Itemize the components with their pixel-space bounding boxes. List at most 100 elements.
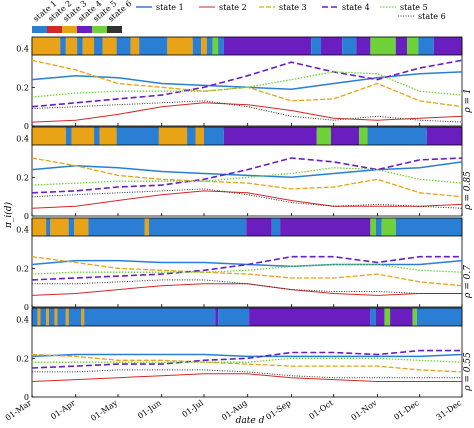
series-line bbox=[31, 353, 463, 373]
state-bar-segment bbox=[57, 308, 66, 326]
state-bar-segment bbox=[37, 308, 41, 326]
state-bar-segment bbox=[223, 37, 312, 55]
y-tick-label: 0 bbox=[24, 212, 29, 221]
series-line bbox=[31, 157, 463, 198]
state-bar-segment bbox=[192, 37, 202, 55]
series-line bbox=[31, 102, 463, 123]
state-bar-segment bbox=[149, 218, 247, 236]
state-bar-segment bbox=[206, 37, 213, 55]
state-bar-segment bbox=[144, 218, 150, 236]
series-line bbox=[31, 373, 462, 382]
legend-label: state 2 bbox=[219, 3, 247, 12]
state-bar-frame bbox=[31, 126, 463, 146]
series-line bbox=[31, 157, 463, 194]
panel-rho-label: ρ = 0.55 bbox=[463, 352, 473, 392]
state-bar-segment bbox=[54, 308, 58, 326]
state-bar-segment bbox=[395, 218, 462, 236]
y-tick-label: 0.2 bbox=[16, 264, 29, 273]
state-bar-segment bbox=[223, 127, 317, 145]
series-line bbox=[31, 188, 463, 209]
state-bar-segment bbox=[381, 218, 396, 236]
state-bar-segment bbox=[416, 308, 462, 326]
state-key-swatch bbox=[47, 26, 62, 33]
series-line bbox=[32, 369, 462, 379]
state-bar-segment bbox=[102, 37, 117, 55]
series-line bbox=[31, 353, 463, 358]
series-line bbox=[31, 167, 463, 186]
state-bar-segment bbox=[71, 127, 95, 145]
state-bar-frame bbox=[31, 36, 463, 56]
state-key-swatch bbox=[32, 26, 47, 33]
state-bar-segment bbox=[316, 127, 331, 145]
series-line bbox=[31, 255, 462, 281]
state-key-swatch bbox=[62, 26, 77, 33]
state-bar-segment bbox=[215, 308, 219, 326]
y-tick-label: 0.2 bbox=[16, 83, 29, 92]
panel: 0 0.2 0.4 ρ = 0.85 bbox=[16, 126, 473, 221]
state-bar-segment bbox=[271, 218, 281, 236]
state-bar-segment bbox=[195, 127, 204, 145]
state-bar-segment bbox=[130, 37, 140, 55]
state-bar-segment bbox=[99, 127, 117, 145]
state-bar-segment bbox=[48, 308, 55, 326]
state-bar-segment bbox=[384, 308, 391, 326]
x-tick-label: 01-Apr bbox=[49, 398, 77, 421]
y-tick-label: 0.2 bbox=[16, 173, 29, 182]
state-bar-segment bbox=[280, 218, 371, 236]
state-bar-segment bbox=[116, 127, 159, 145]
panel-rho-label: ρ = 0.7 bbox=[463, 265, 473, 299]
panel: 0 0.2 0.4 ρ = 0.55 bbox=[16, 307, 473, 402]
legend-label: state 6 bbox=[418, 12, 446, 21]
state-bar-segment bbox=[116, 37, 131, 55]
state-bar-segment bbox=[204, 127, 224, 145]
x-tick-label: 01-Jul bbox=[180, 398, 205, 419]
state-bar-segment bbox=[84, 308, 216, 326]
x-axis: 01-Mar 01-Apr 01-May 01-Jun 01-Jul 01-Aug 01-S… bbox=[4, 398, 464, 423]
state-bar-segment bbox=[88, 218, 145, 236]
state-bar-segment bbox=[356, 37, 371, 55]
series-legend: state 1 state 2 state 3 state 4 state 5state… bbox=[136, 3, 446, 21]
series-line bbox=[31, 283, 462, 296]
state-bar-segment bbox=[65, 127, 72, 145]
x-axis-label: date d bbox=[236, 416, 265, 426]
state-key-swatch bbox=[77, 26, 92, 33]
state-bar-segment bbox=[201, 37, 207, 55]
state-bar-segment bbox=[370, 308, 376, 326]
state-bar-segment bbox=[212, 37, 219, 55]
state-bar-segment bbox=[50, 218, 69, 236]
state-bar-segment bbox=[32, 308, 38, 326]
state-bar-segment bbox=[94, 127, 100, 145]
x-tick-label: 01-Sep bbox=[264, 398, 292, 422]
x-tick-label: 01-Oct bbox=[307, 398, 335, 421]
state-bar-segment bbox=[68, 218, 75, 236]
state-bar-frame bbox=[31, 217, 463, 237]
x-tick-label: 31-Dec bbox=[435, 398, 464, 422]
state-bar-segment bbox=[218, 37, 224, 55]
x-tick-label: 01-Mar bbox=[4, 398, 34, 422]
state-bar-segment bbox=[187, 127, 196, 145]
panel-rho-label: ρ = 0.85 bbox=[463, 171, 473, 211]
state-bar-segment bbox=[158, 127, 188, 145]
y-tick-label: 0.2 bbox=[16, 354, 29, 363]
state-bar-segment bbox=[418, 37, 434, 55]
series-line bbox=[31, 161, 463, 179]
legend-label: state 4 bbox=[342, 3, 370, 12]
state-bar-segment bbox=[330, 127, 360, 145]
state-bar-segment bbox=[32, 37, 61, 55]
panel: 0 0.2 0.4 ρ = 0.7 bbox=[16, 217, 473, 312]
y-tick-label: 0.4 bbox=[16, 135, 29, 144]
state-bar-segment bbox=[60, 37, 66, 55]
state-bar-segment bbox=[32, 127, 66, 145]
state-bar-segment bbox=[32, 218, 47, 236]
state-bar-segment bbox=[82, 37, 95, 55]
x-tick-label: 01-Nov bbox=[349, 398, 378, 422]
state-bar-segment bbox=[46, 218, 51, 236]
state-bar-segment bbox=[426, 127, 462, 145]
state-bar-segment bbox=[390, 308, 413, 326]
state-bar-segment bbox=[46, 308, 49, 326]
y-tick-label: 0 bbox=[24, 393, 29, 402]
state-bar-segment bbox=[342, 37, 357, 55]
state-bar-segment bbox=[407, 37, 419, 55]
